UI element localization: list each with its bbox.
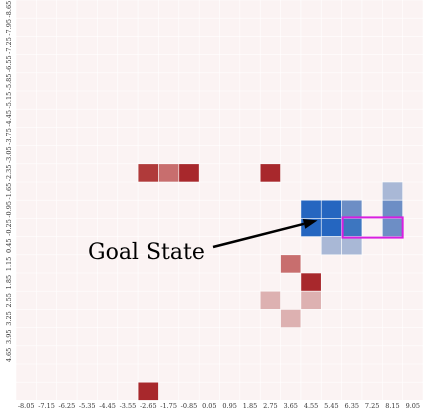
y-tick-label: 3.25 [5,311,13,325]
x-tick-label: -2.65 [140,402,157,410]
y-tick-label: 0.45 [5,238,13,252]
x-tick-label: -3.55 [120,402,137,410]
x-tick-label: -7.15 [38,402,55,410]
heatmap-cell [320,236,342,256]
y-tick-label: 1.15 [5,257,13,271]
goal-state-highlight [341,216,404,239]
y-tick-label: -7.95 [5,19,13,36]
x-tick-label: 1.85 [243,402,257,410]
y-tick-label: -5.85 [5,74,13,91]
heatmap-cell [381,181,403,201]
heatmap-cell [300,290,322,310]
heatmap-cell [178,163,200,183]
heatmap-cell [341,218,363,237]
heatmap-cell [300,199,322,219]
y-tick-label: 1.85 [5,275,13,289]
x-tick-label: 6.35 [345,402,359,410]
heatmap-cell [381,218,403,237]
heatmap-cell [381,199,403,219]
heatmap-cell [341,199,363,219]
y-tick-label: -7.25 [5,37,13,54]
y-tick-label: -4.45 [5,110,13,127]
x-tick-label: -8.05 [18,402,35,410]
x-tick-label: -4.45 [99,402,116,410]
heatmap-cell [320,199,342,219]
heatmap-cells [137,163,403,401]
heatmap-cell [280,254,302,274]
y-tick-label: -5.15 [5,92,13,109]
grid-lines [15,0,423,400]
x-tick-label: -0.85 [181,402,198,410]
x-axis-tick-labels: -8.05 -7.15 -6.25 -5.35 -4.45 -3.55 -2.65 -1.75… [18,402,420,410]
annotation-arrow-head [302,219,318,229]
x-tick-label: 2.75 [263,402,277,410]
annotation-arrow-shaft [212,222,305,249]
y-tick-label: -0.25 [5,219,13,236]
x-tick-label: -5.35 [79,402,96,410]
x-tick-label: -6.25 [59,402,76,410]
heatmap-cell [137,381,159,401]
heatmap-cell [300,272,322,292]
y-tick-label: -2.35 [5,165,13,182]
heatmap-cell [280,309,302,328]
y-tick-label: -8.65 [5,1,13,18]
y-tick-label: -0.95 [5,201,13,218]
heatmap-cell [341,236,363,256]
y-tick-label: 4.65 [5,348,13,362]
y-axis-tick-labels: -8.65-7.95-7.25-6.55 -5.85-5.15-4.45-3.75… [5,1,13,362]
y-tick-label: -3.05 [5,146,13,163]
y-tick-label: -3.75 [5,128,13,145]
y-tick-label: 3.95 [5,329,13,343]
goal-state-annotation: Goal State [88,219,318,265]
x-tick-label: 5.45 [324,402,338,410]
y-tick-label: -1.65 [5,183,13,200]
y-tick-label: -6.55 [5,55,13,72]
x-tick-label: 0.95 [222,402,236,410]
annotation-label: Goal State [88,240,205,265]
x-tick-label: 4.55 [304,402,318,410]
x-tick-label: 8.15 [385,402,399,410]
x-tick-label: 0.05 [202,402,216,410]
heatmap-cell [259,163,281,183]
x-tick-label: -1.75 [160,402,177,410]
heatmap-cell [158,163,180,183]
heatmap-cell [137,163,159,183]
x-tick-label: 7.25 [365,402,379,410]
x-tick-label: 3.65 [283,402,297,410]
heatmap-cell [320,218,342,237]
y-tick-label: 2.55 [5,293,13,307]
x-tick-label: 9.05 [406,402,420,410]
heatmap-cell [259,290,281,310]
